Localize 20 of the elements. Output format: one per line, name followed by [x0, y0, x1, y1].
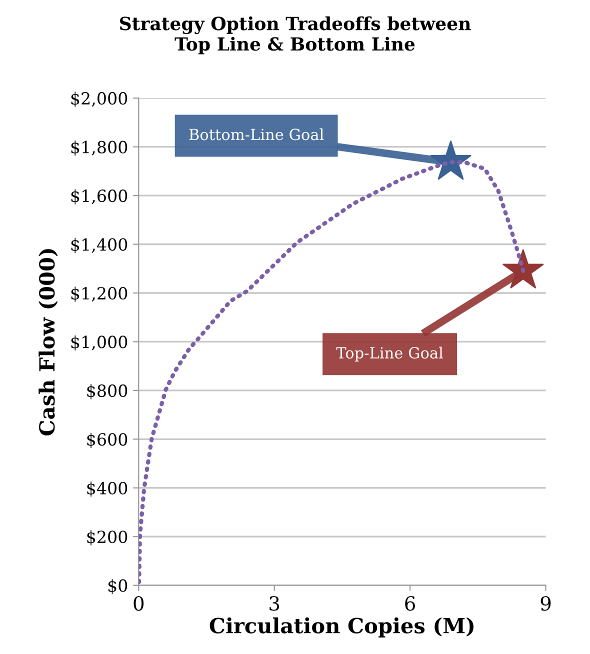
y-tick-label: $400: [87, 482, 128, 497]
y-tick-label: $0: [108, 579, 128, 594]
x-axis-title: Circulation Copies (M): [210, 617, 474, 638]
y-axis-title: Cash Flow (000): [38, 249, 58, 436]
chart-title: Strategy Option Tradeoffs between Top Line & Bottom Line: [120, 16, 471, 54]
annotation: Bottom-Line Goal: [189, 128, 324, 140]
y-tick-label: $1,200: [71, 286, 128, 302]
y-tick-label: $1,600: [71, 189, 128, 204]
y-tick-label: $2,000: [71, 92, 128, 107]
y-tick-label: $1,000: [71, 335, 128, 350]
x-tick-label: 3: [270, 596, 280, 611]
x-tick-label: 9: [540, 596, 551, 611]
y-tick-label: $200: [87, 530, 128, 546]
x-tick-label: 6: [405, 596, 416, 611]
annotation: Top-Line Goal: [336, 346, 443, 362]
y-tick-label: $1,800: [71, 140, 128, 156]
y-tick-label: $600: [87, 432, 128, 448]
y-tick-label: $800: [87, 384, 128, 400]
x-tick-label: 0: [134, 596, 144, 611]
y-tick-label: $1,400: [71, 238, 128, 254]
